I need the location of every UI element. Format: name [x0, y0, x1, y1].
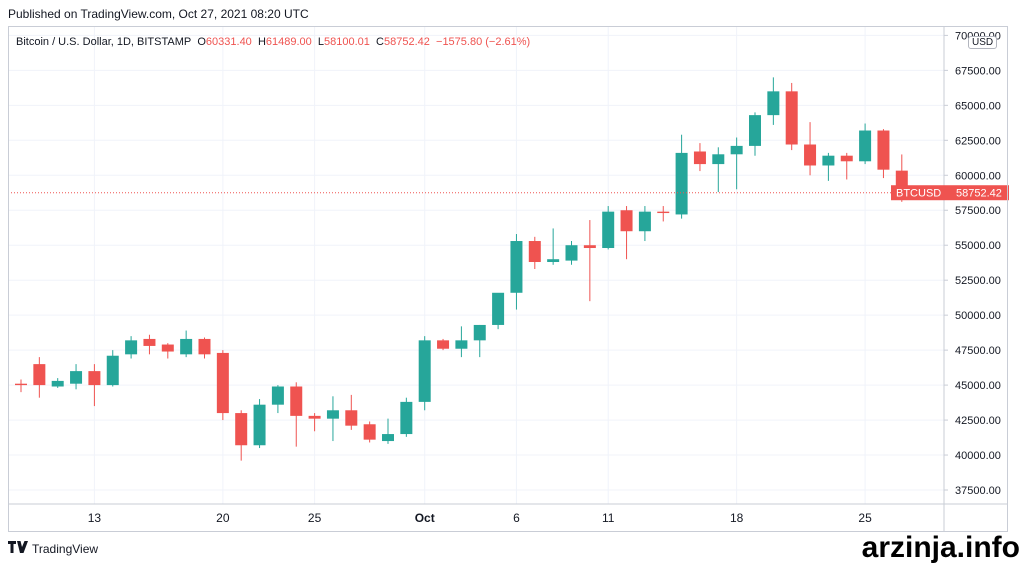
candle-body [730, 145, 743, 155]
y-tick-label: 52500.00 [955, 275, 1001, 287]
candle-body [749, 115, 761, 146]
candle-body [198, 338, 211, 355]
y-tick-label: 47500.00 [955, 345, 1001, 357]
candle-body [840, 155, 853, 162]
candle-body [308, 415, 321, 419]
last-price-tag: BTCUSD 58752.42 [891, 185, 1009, 201]
chart-frame [8, 26, 1008, 532]
candle-body [437, 340, 450, 349]
candle-body [657, 211, 670, 214]
x-tick-label: 13 [88, 511, 102, 525]
y-tick-label: 65000.00 [955, 100, 1001, 112]
open-key: O [197, 36, 206, 48]
candle-body [51, 380, 64, 387]
candle-body [510, 241, 523, 293]
candle-body [382, 434, 394, 442]
last-price-symbol: BTCUSD [896, 188, 941, 200]
candle-body [271, 386, 284, 405]
currency-badge[interactable]: USD [968, 36, 998, 49]
y-tick-label: 45000.00 [955, 380, 1001, 392]
candle-body [345, 410, 358, 426]
close-value: 58752.42 [384, 36, 430, 48]
grid-lines [8, 27, 944, 504]
candle-body [583, 245, 596, 249]
y-tick-label: 57500.00 [955, 205, 1001, 217]
candle-body [693, 151, 706, 165]
candle-body [473, 324, 486, 341]
y-tick-label: 55000.00 [955, 240, 1001, 252]
open-value: 60331.40 [205, 36, 252, 48]
x-tick-label: 6 [513, 511, 520, 525]
candle-body [180, 338, 193, 355]
y-tick-label: 50000.00 [955, 310, 1001, 322]
candle-body [106, 355, 119, 386]
candle-body [565, 245, 578, 261]
last-price-tag-box [891, 185, 1009, 201]
y-tick-label: 42500.00 [955, 415, 1001, 427]
chart-legend: Bitcoin / U.S. Dollar, 1D, BITSTAMP O603… [16, 36, 530, 48]
x-tick-label: Oct [415, 511, 435, 525]
x-tick-label: 18 [730, 511, 744, 525]
candle-body [400, 401, 413, 435]
candle-body [712, 154, 725, 165]
time-axis[interactable]: 13 20 25 Oct 6 11 18 25 [88, 511, 872, 525]
candle-body [620, 210, 633, 232]
tradingview-logo-icon [8, 541, 28, 556]
high-value: 61489.00 [265, 36, 312, 48]
candle-body [125, 340, 138, 355]
y-tick-label: 67500.00 [955, 65, 1001, 77]
candle-body [767, 91, 780, 116]
high-key: H [257, 36, 266, 48]
candle-body [290, 386, 303, 416]
y-tick-label: 37500.00 [955, 485, 1001, 497]
candle-body [492, 292, 505, 325]
candle-body [88, 371, 101, 386]
watermark: arzinja.info [861, 531, 1020, 564]
price-axis[interactable]: 37500.00 40000.00 42500.00 45000.00 47500.00… [944, 30, 1001, 497]
close-key: C [376, 36, 384, 48]
candle-body [161, 344, 174, 352]
candle-body [638, 211, 651, 232]
low-value: 58100.01 [324, 36, 370, 48]
candle-body [33, 364, 46, 386]
candle-body [70, 371, 83, 384]
y-tick-label: 40000.00 [955, 450, 1001, 462]
candle-body [253, 404, 266, 446]
candle-body [877, 130, 890, 170]
candle-body [675, 152, 688, 215]
low-key: L [317, 36, 325, 48]
candles-group [15, 77, 908, 461]
candle-body [216, 352, 229, 414]
candle-body [859, 130, 872, 162]
candle-body [804, 144, 817, 166]
x-tick-label: 25 [858, 511, 872, 525]
candle-body [143, 338, 156, 346]
candle-body [528, 241, 541, 263]
published-caption: Published on TradingView.com, Oct 27, 20… [8, 7, 309, 21]
candle-body [326, 410, 339, 419]
candle-body [822, 155, 835, 166]
last-price-value: 58752.42 [956, 188, 1002, 200]
x-tick-label: 11 [602, 511, 615, 525]
candle-body [602, 211, 615, 249]
footer-brand[interactable]: TradingView [8, 541, 98, 556]
candle-body [455, 340, 468, 349]
x-tick-label: 20 [216, 511, 230, 525]
candle-body [418, 340, 431, 402]
candle-body [547, 259, 560, 263]
change-value: −1575.80 (−2.61%) [436, 36, 531, 48]
tradingview-brand-text: TradingView [32, 541, 99, 556]
candle-body [15, 383, 27, 386]
candle-body [235, 413, 248, 446]
y-tick-label: 62500.00 [955, 135, 1001, 147]
x-tick-label: 25 [308, 511, 322, 525]
candle-body [363, 424, 376, 440]
symbol-title: Bitcoin / U.S. Dollar, 1D, BITSTAMP [16, 36, 192, 48]
y-tick-label: 60000.00 [955, 170, 1001, 182]
candle-body [785, 91, 798, 145]
